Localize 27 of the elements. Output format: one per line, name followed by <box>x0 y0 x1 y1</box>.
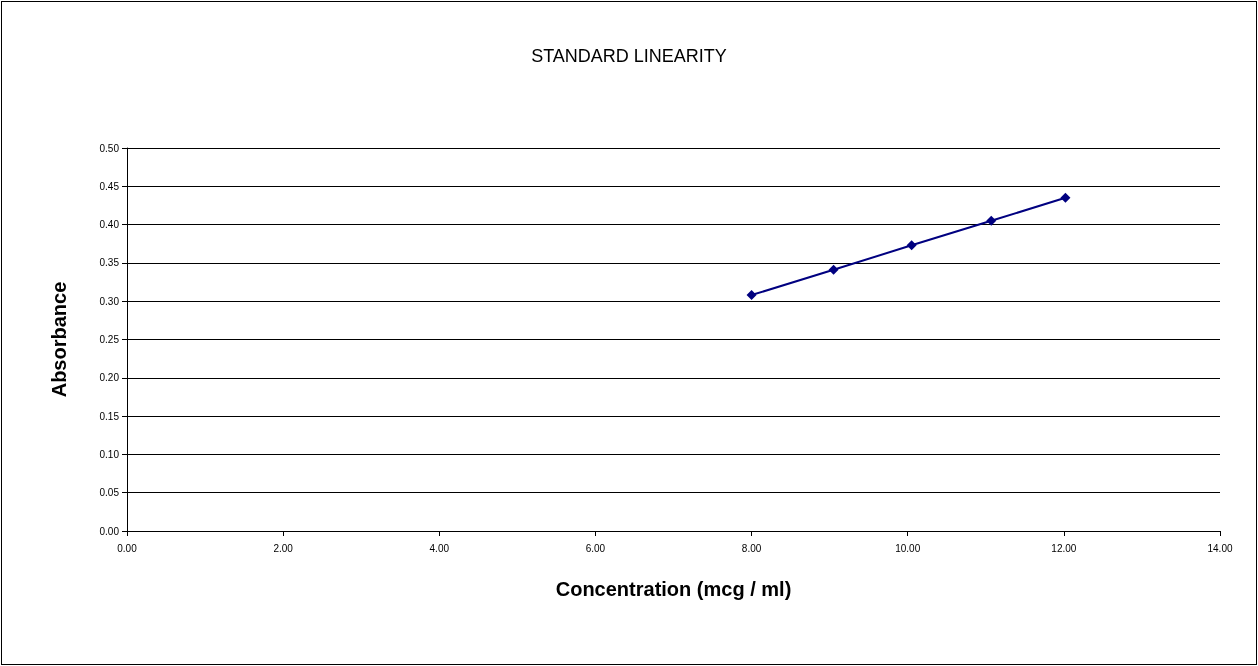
point <box>986 215 997 226</box>
x-tick-label: 10.00 <box>895 542 921 554</box>
point <box>906 240 917 251</box>
y-tick-label: 0.00 <box>99 525 120 537</box>
y-tick-label: 0.40 <box>99 219 120 231</box>
y-axis-title: Absorbance <box>48 281 70 398</box>
x-tick-label: 14.00 <box>1207 542 1233 554</box>
x-tick-label: 4.00 <box>429 542 450 554</box>
x-axis-title: Concentration (mcg / ml) <box>555 578 792 600</box>
point <box>746 290 757 301</box>
point <box>1060 192 1071 203</box>
x-tick-label: 6.00 <box>585 542 606 554</box>
point <box>828 264 839 275</box>
x-tick-label: 2.00 <box>273 542 294 554</box>
chart-title: STANDARD LINEARITY <box>531 46 727 66</box>
y-tick-label: 0.25 <box>99 334 120 345</box>
y-tick-label: 0.10 <box>99 448 120 460</box>
y-tick-label: 0.05 <box>99 487 120 499</box>
x-tick-label: 0.00 <box>117 542 138 554</box>
y-tick-label: 0.45 <box>99 180 120 192</box>
y-tick-label: 0.20 <box>99 372 120 384</box>
x-tick-label: 8.00 <box>741 542 762 554</box>
y-tick-label: 0.50 <box>99 142 120 154</box>
y-tick-label: 0.15 <box>99 410 120 422</box>
x-tick-label: 12.00 <box>1051 542 1077 554</box>
y-tick-label: 0.35 <box>99 257 120 269</box>
y-tick-label: 0.30 <box>99 295 120 307</box>
